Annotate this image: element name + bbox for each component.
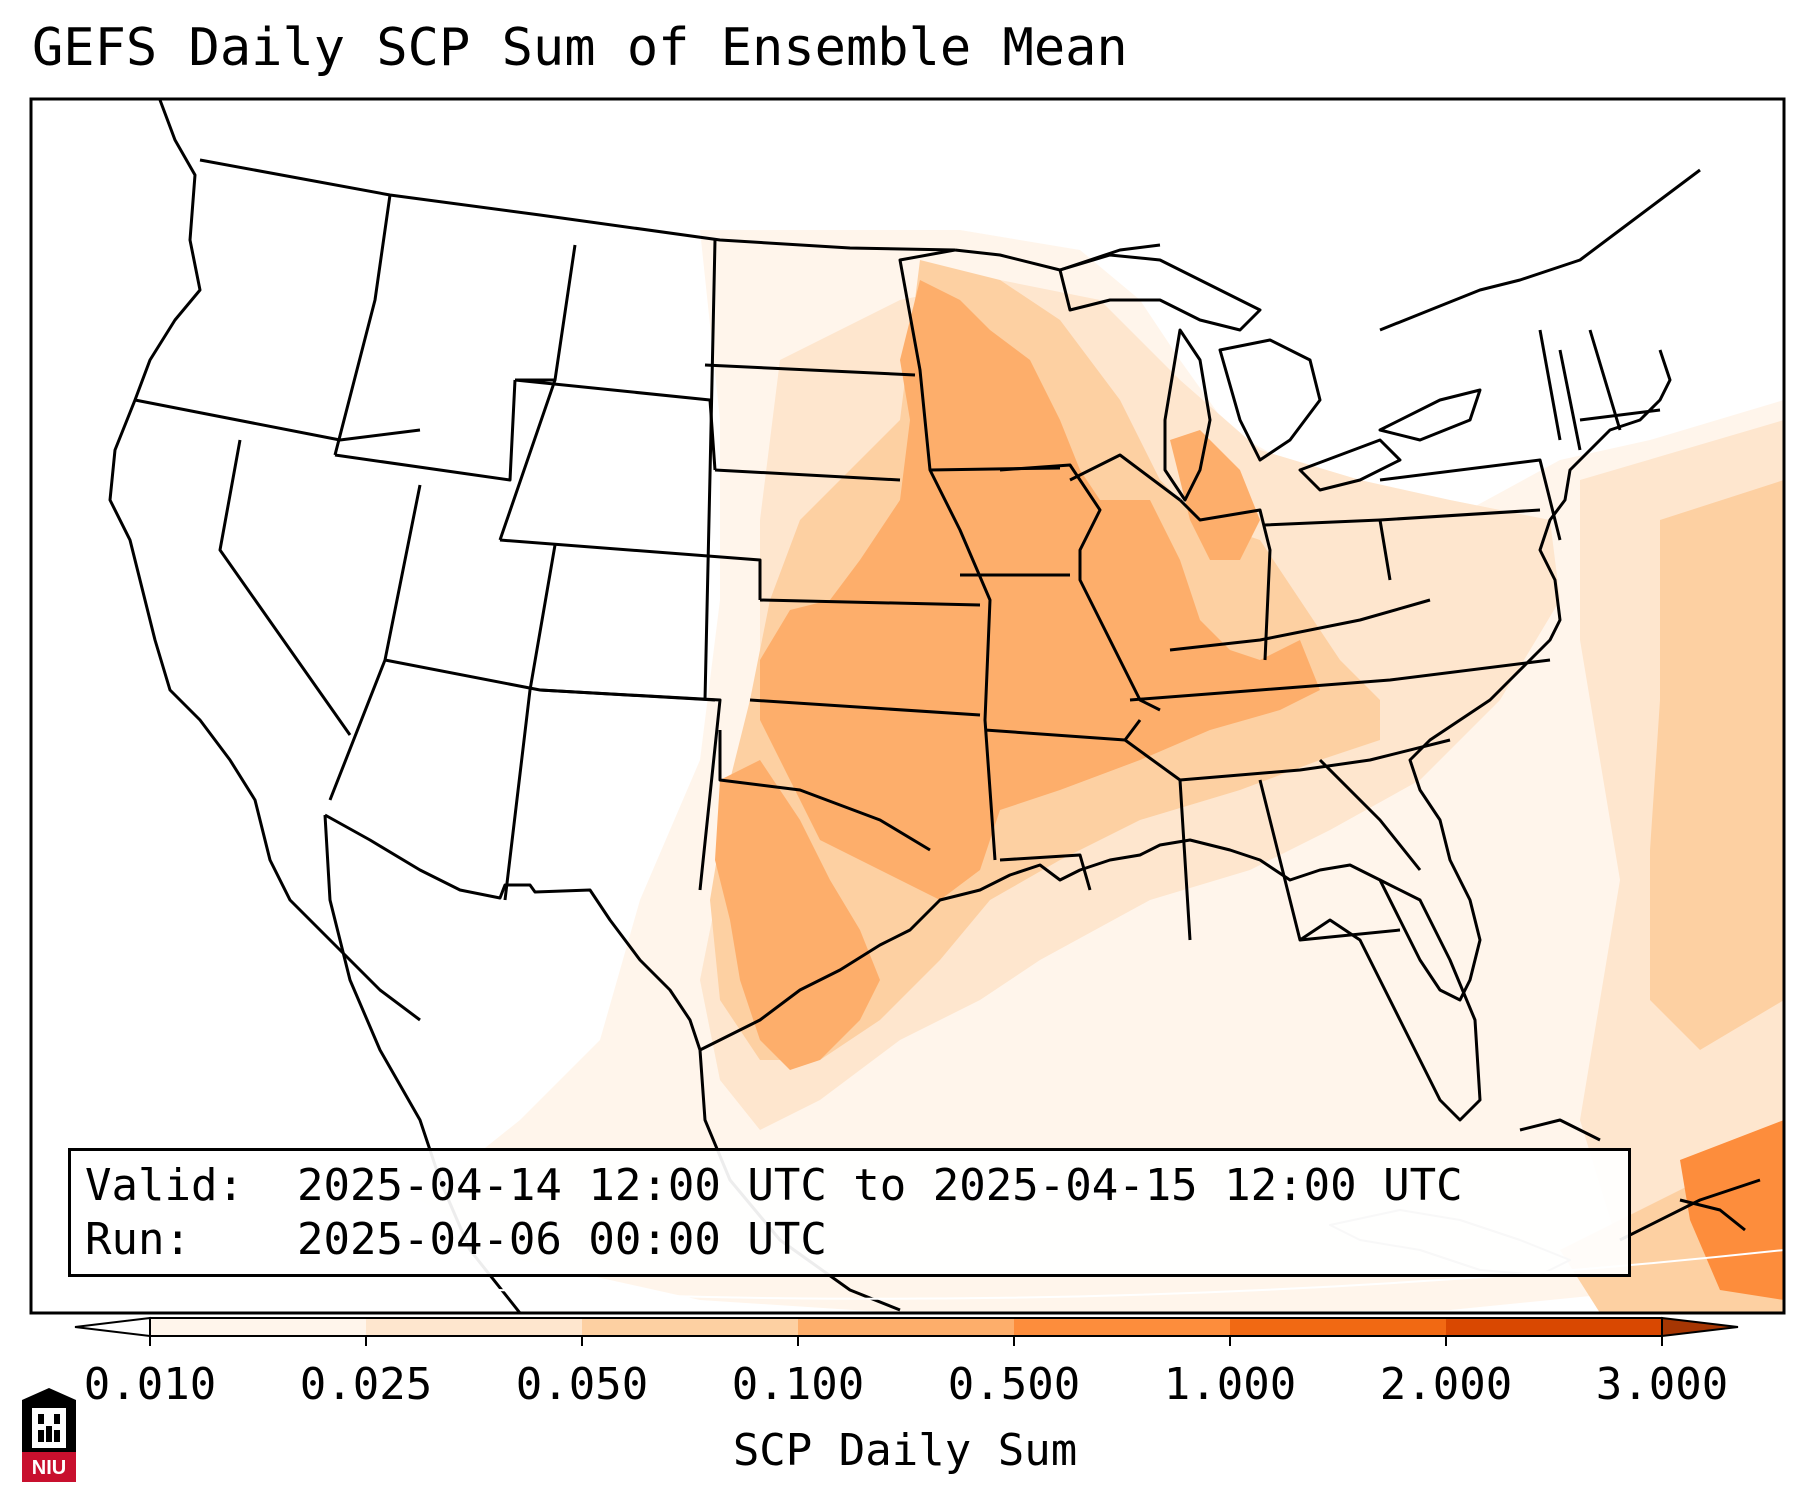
colorbar-segment	[798, 1318, 1014, 1336]
scp-field	[420, 230, 1784, 1313]
valid-key: Valid:	[85, 1160, 244, 1211]
colorbar-extend-low	[74, 1316, 151, 1338]
colorbar-segment	[1230, 1318, 1446, 1336]
colorbar-segment	[582, 1318, 798, 1336]
valid-run-box: Valid: 2025-04-14 12:00 UTC to 2025-04-15…	[68, 1148, 1631, 1277]
colorbar-segment	[1014, 1318, 1230, 1336]
colorbar-tick-label: 0.010	[83, 1359, 217, 1410]
colorbar-label: SCP Daily Sum	[732, 1425, 1078, 1476]
run-value: 2025-04-06 00:00 UTC	[297, 1214, 827, 1265]
svg-text:NIU: NIU	[32, 1457, 66, 1479]
colorbar-extend-high	[1661, 1316, 1739, 1338]
colorbar-tick-label: 0.500	[947, 1359, 1081, 1410]
chart-title: GEFS Daily SCP Sum of Ensemble Mean	[32, 18, 1128, 78]
colorbar-tick-label: 0.100	[731, 1359, 865, 1410]
colorbar-tick-label: 3.000	[1595, 1359, 1729, 1410]
colorbar-tick-label: 0.025	[299, 1359, 433, 1410]
colorbar	[74, 1316, 1739, 1346]
colorbar-tick-label: 2.000	[1379, 1359, 1513, 1410]
colorbar-tick-label: 1.000	[1163, 1359, 1297, 1410]
colorbar-tick-label: 0.050	[515, 1359, 649, 1410]
run-key: Run:	[85, 1214, 191, 1265]
state-borders	[108, 99, 1761, 1313]
colorbar-segment	[1446, 1318, 1662, 1336]
niu-logo: NIU	[22, 1388, 76, 1482]
colorbar-segment	[150, 1318, 366, 1336]
colorbar-segment	[366, 1318, 582, 1336]
valid-value: 2025-04-14 12:00 UTC to 2025-04-15 12:00…	[297, 1160, 1463, 1211]
